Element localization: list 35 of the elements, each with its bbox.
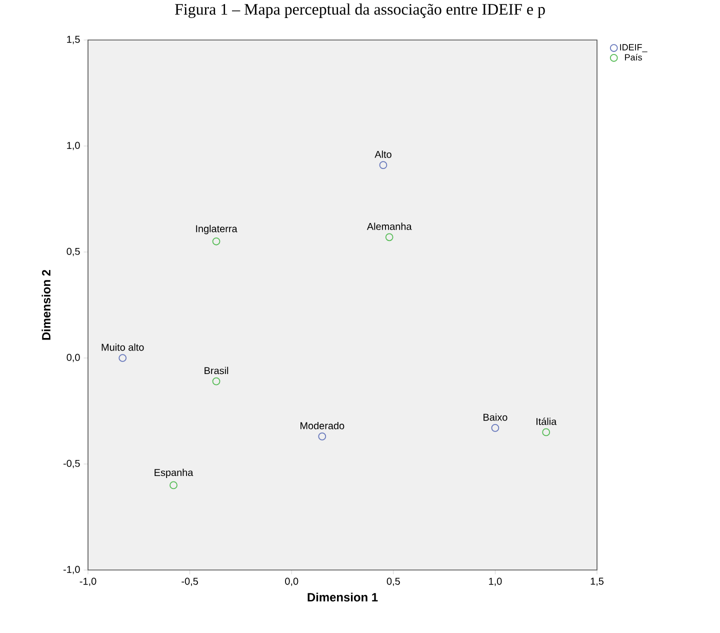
annotation: Muito alto <box>102 344 144 351</box>
y-tick-label: -0,5 <box>64 460 80 468</box>
x-tick-label: 0,5 <box>386 578 400 586</box>
point <box>170 481 178 490</box>
annotation: Itália <box>536 418 557 426</box>
annotation: Moderado <box>300 422 344 430</box>
y-tick-label: 0,5 <box>66 248 80 256</box>
point <box>385 233 394 242</box>
point <box>491 424 500 432</box>
point <box>379 161 388 170</box>
annotation: Baixo <box>484 413 508 421</box>
point <box>118 354 127 362</box>
y-axis-title: Dimension 2 <box>42 270 50 340</box>
annotation: Espanha <box>154 468 194 478</box>
point <box>212 237 220 246</box>
x-tick-label: 1,5 <box>590 578 604 586</box>
annotation: Alemanha <box>366 222 412 230</box>
chart-title: Figura 1 – Mapa perceptual da associação entre IDEIF e p <box>175 4 545 18</box>
x-tick-label: 0,0 <box>285 578 298 586</box>
legend-label: IDEIF_ <box>620 44 648 52</box>
point <box>318 432 326 440</box>
x-tick-label: -1,0 <box>80 578 96 586</box>
y-tick-label: 0,0 <box>66 354 80 362</box>
annotation: Alto <box>374 150 392 158</box>
point <box>542 428 550 436</box>
x-tick-label: 1,0 <box>489 578 502 586</box>
y-tick-label: -1,0 <box>64 566 80 574</box>
x-axis-title: Dimension 1 <box>308 592 378 602</box>
y-tick-label: 1,5 <box>67 36 80 44</box>
x-tick-label: -0,5 <box>182 578 198 586</box>
point <box>212 377 220 386</box>
legend-label: País <box>625 54 642 61</box>
annotation: Brasil <box>204 366 228 374</box>
y-tick-label: 1,0 <box>67 142 80 150</box>
annotation: Inglaterra <box>196 224 238 234</box>
